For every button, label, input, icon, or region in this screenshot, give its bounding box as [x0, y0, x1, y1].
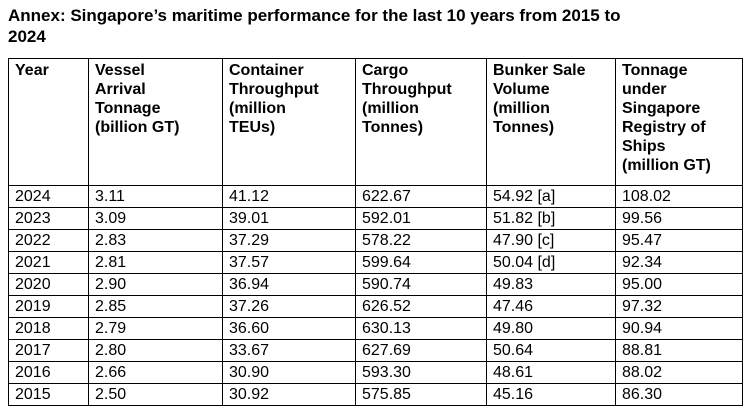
value-cell: 36.94	[222, 272, 356, 296]
value-cell: 599.64	[355, 250, 487, 274]
year-cell: 2016	[8, 360, 89, 384]
year-cell: 2019	[8, 294, 89, 318]
table-row: 2022 2.83 37.29 578.22 47.90 [c] 95.47	[8, 228, 743, 252]
year-cell: 2018	[8, 316, 89, 340]
table-row: 2024 3.11 41.12 622.67 54.92 [a] 108.02	[8, 184, 743, 208]
value-cell: 592.01	[355, 206, 487, 230]
value-cell: 2.85	[88, 294, 223, 318]
value-cell: 33.67	[222, 338, 356, 362]
value-cell: 97.32	[615, 294, 743, 318]
value-cell: 575.85	[355, 382, 487, 406]
value-cell: 49.83	[486, 272, 616, 296]
value-cell: 590.74	[355, 272, 487, 296]
value-cell: 54.92 [a]	[486, 184, 616, 208]
value-cell: 37.26	[222, 294, 356, 318]
table-row: 2019 2.85 37.26 626.52 47.46 97.32	[8, 294, 743, 318]
value-cell: 48.61	[486, 360, 616, 384]
value-cell: 578.22	[355, 228, 487, 252]
value-cell: 90.94	[615, 316, 743, 340]
value-cell: 3.09	[88, 206, 223, 230]
value-cell: 86.30	[615, 382, 743, 406]
year-cell: 2023	[8, 206, 89, 230]
value-cell: 593.30	[355, 360, 487, 384]
value-cell: 37.29	[222, 228, 356, 252]
value-cell: 88.02	[615, 360, 743, 384]
value-cell: 30.90	[222, 360, 356, 384]
column-header: Tonnage under Singapore Registry of Ship…	[615, 57, 743, 186]
value-cell: 630.13	[355, 316, 487, 340]
value-cell: 39.01	[222, 206, 356, 230]
value-cell: 99.56	[615, 206, 743, 230]
page-title: Annex: Singapore’s maritime performance …	[8, 6, 621, 47]
value-cell: 626.52	[355, 294, 487, 318]
year-cell: 2020	[8, 272, 89, 296]
value-cell: 50.64	[486, 338, 616, 362]
value-cell: 41.12	[222, 184, 356, 208]
value-cell: 2.79	[88, 316, 223, 340]
value-cell: 2.81	[88, 250, 223, 274]
column-header: Cargo Throughput (million Tonnes)	[355, 57, 487, 186]
column-header: Year	[8, 57, 89, 186]
table-row: 2018 2.79 36.60 630.13 49.80 90.94	[8, 316, 743, 340]
value-cell: 51.82 [b]	[486, 206, 616, 230]
table-row: 2023 3.09 39.01 592.01 51.82 [b] 99.56	[8, 206, 743, 230]
value-cell: 2.90	[88, 272, 223, 296]
value-cell: 45.16	[486, 382, 616, 406]
value-cell: 37.57	[222, 250, 356, 274]
value-cell: 2.83	[88, 228, 223, 252]
value-cell: 2.50	[88, 382, 223, 406]
value-cell: 92.34	[615, 250, 743, 274]
year-cell: 2022	[8, 228, 89, 252]
value-cell: 49.80	[486, 316, 616, 340]
table-row: 2017 2.80 33.67 627.69 50.64 88.81	[8, 338, 743, 362]
value-cell: 47.46	[486, 294, 616, 318]
value-cell: 3.11	[88, 184, 223, 208]
table-row: 2015 2.50 30.92 575.85 45.16 86.30	[8, 382, 743, 406]
value-cell: 88.81	[615, 338, 743, 362]
value-cell: 108.02	[615, 184, 743, 208]
column-header: Container Throughput (million TEUs)	[222, 57, 356, 186]
value-cell: 47.90 [c]	[486, 228, 616, 252]
column-header: Bunker Sale Volume (million Tonnes)	[486, 57, 616, 186]
value-cell: 2.80	[88, 338, 223, 362]
value-cell: 95.47	[615, 228, 743, 252]
value-cell: 95.00	[615, 272, 743, 296]
table-row: 2020 2.90 36.94 590.74 49.83 95.00	[8, 272, 743, 296]
table-row: 2016 2.66 30.90 593.30 48.61 88.02	[8, 360, 743, 384]
year-cell: 2017	[8, 338, 89, 362]
table-row: 2021 2.81 37.57 599.64 50.04 [d] 92.34	[8, 250, 743, 274]
value-cell: 2.66	[88, 360, 223, 384]
value-cell: 50.04 [d]	[486, 250, 616, 274]
table-header-row: Year Vessel Arrival Tonnage (billion GT) C…	[8, 57, 743, 186]
year-cell: 2021	[8, 250, 89, 274]
value-cell: 627.69	[355, 338, 487, 362]
year-cell: 2024	[8, 184, 89, 208]
column-header: Vessel Arrival Tonnage (billion GT)	[88, 57, 223, 186]
value-cell: 30.92	[222, 382, 356, 406]
maritime-performance-table: Year Vessel Arrival Tonnage (billion GT) C…	[8, 57, 743, 406]
value-cell: 622.67	[355, 184, 487, 208]
year-cell: 2015	[8, 382, 89, 406]
value-cell: 36.60	[222, 316, 356, 340]
